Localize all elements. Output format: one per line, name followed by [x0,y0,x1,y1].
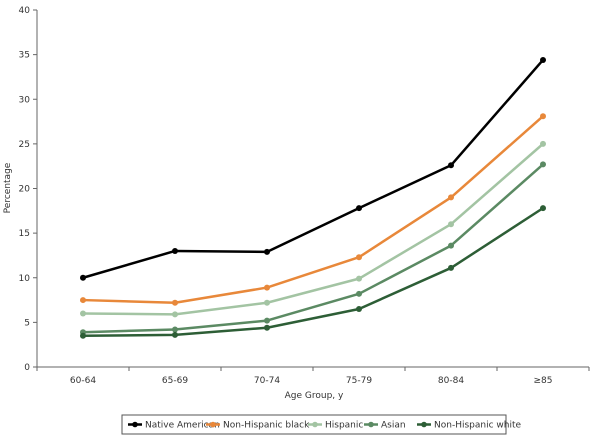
series-layer [80,56,546,339]
legend-swatch-marker [210,421,216,428]
series-line [82,59,544,279]
data-point [172,299,178,306]
x-tick-label: 65-69 [162,376,188,386]
data-point [356,290,362,297]
y-tick-label: 40 [19,6,31,16]
y-tick-label: 15 [19,229,30,239]
data-point [264,317,270,324]
data-point [80,274,86,281]
data-point [80,310,86,317]
y-tick-label: 10 [19,274,31,284]
x-axis-title: Age Group, y [285,391,344,401]
series-line [82,115,544,304]
data-point [80,297,86,304]
data-point [448,162,454,169]
y-tick-label: 0 [24,363,30,373]
data-point [172,311,178,318]
x-tick-label: 60-64 [70,376,96,386]
data-point [540,56,546,63]
x-tick-label: 80-84 [438,376,464,386]
y-axis-title: Percentage [3,162,13,213]
legend-label: Non-Hispanic black [223,421,310,431]
legend-swatch-marker [312,421,318,428]
data-point [448,221,454,228]
data-point [356,275,362,282]
data-point [540,140,546,147]
data-point [172,247,178,254]
y-tick-label: 25 [19,140,30,150]
data-point [172,331,178,338]
legend-swatch-marker [132,421,138,428]
y-tick-label: 35 [19,51,30,61]
data-point [448,242,454,249]
legend-swatch-marker [421,421,427,428]
data-point [264,324,270,331]
data-point [264,284,270,291]
data-point [448,194,454,201]
data-point [172,326,178,333]
data-point [356,254,362,261]
data-point [264,299,270,306]
data-point [356,305,362,312]
series-line [82,163,544,334]
legend-label: Asian [381,421,406,431]
data-point [80,332,86,339]
legend: Native American Non-Hispanic black Hispani… [121,414,521,435]
legend-label: Non-Hispanic white [434,421,521,431]
series-line [82,207,544,338]
axes: 0 5 10 15 20 25 30 35 40 60-64 65-69 70-74 75-79 80-8… [19,6,590,386]
data-point [448,264,454,271]
data-point [540,113,546,120]
series-line [82,142,544,316]
data-point [540,161,546,168]
legend-label: Native American [145,421,220,431]
x-tick-label: 70-74 [254,376,280,386]
legend-swatch-marker [368,421,374,428]
data-point [540,205,546,212]
x-tick-label: 75-79 [346,376,372,386]
x-tick-label: ≥85 [534,376,553,386]
y-tick-label: 30 [19,95,31,105]
y-tick-label: 20 [19,185,31,195]
y-tick-label: 5 [24,318,30,328]
legend-label: Hispanic [325,421,363,431]
data-point [356,205,362,212]
data-point [264,248,270,255]
